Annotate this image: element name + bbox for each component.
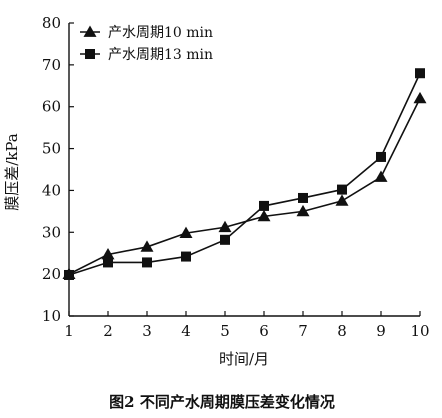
y-tick-label: 20	[42, 265, 61, 283]
square-point	[64, 269, 74, 280]
y-tick-label: 30	[42, 223, 61, 241]
square-point	[220, 234, 230, 245]
y-tick-label: 80	[42, 14, 61, 32]
triangle-point	[83, 25, 97, 37]
series-layer	[62, 68, 427, 280]
series-triangle	[62, 91, 427, 280]
square-point	[85, 49, 95, 59]
triangle-point	[218, 220, 232, 233]
legend: 产水周期10 min 产水周期13 min	[80, 25, 213, 63]
legend-label: 产水周期10 min	[108, 25, 213, 41]
x-tick-label: 7	[298, 322, 308, 340]
tick-marks: 1 2 3 4 5 6 7 8 9 10 10 20 30 40 50 60 70 80	[42, 14, 430, 340]
square-point	[259, 200, 269, 211]
square-point	[103, 257, 113, 268]
triangle-point	[374, 170, 388, 182]
square-point	[337, 184, 347, 195]
y-tick-label: 10	[42, 307, 61, 325]
x-tick-label: 6	[259, 322, 269, 340]
legend-entry: 产水周期13 min	[80, 47, 213, 63]
square-point	[415, 68, 425, 79]
y-tick-label: 60	[42, 98, 61, 116]
x-tick-label: 8	[337, 322, 347, 340]
square-point	[181, 251, 191, 262]
x-tick-label: 3	[142, 322, 152, 340]
series-line	[68, 97, 421, 275]
axes	[68, 23, 420, 317]
x-tick-label: 9	[376, 322, 386, 340]
series-line	[68, 72, 421, 276]
triangle-point	[179, 226, 193, 238]
x-tick-label: 5	[220, 322, 230, 340]
triangle-point	[257, 209, 271, 222]
series-square	[64, 68, 425, 280]
triangle-point	[140, 240, 154, 252]
y-tick-label: 40	[42, 181, 61, 199]
y-tick-label: 50	[42, 140, 61, 158]
triangle-point	[335, 194, 349, 206]
y-axis-label: 膜压差/kPa	[3, 133, 21, 211]
x-tick-label: 2	[103, 322, 113, 340]
square-point	[298, 192, 308, 203]
figure-caption: 图2 不同产水周期膜压差变化情况	[109, 393, 335, 411]
triangle-point	[413, 91, 427, 104]
x-axis-label: 时间/月	[219, 350, 269, 368]
y-tick-label: 70	[42, 56, 61, 74]
triangle-point	[296, 204, 310, 217]
x-tick-label: 4	[181, 322, 191, 340]
x-tick-label: 1	[64, 322, 74, 340]
x-tick-label: 10	[410, 322, 429, 340]
square-point	[376, 151, 386, 162]
legend-entry: 产水周期10 min	[80, 25, 213, 41]
legend-label: 产水周期13 min	[108, 47, 213, 63]
triangle-point	[101, 247, 115, 260]
square-point	[142, 257, 152, 268]
